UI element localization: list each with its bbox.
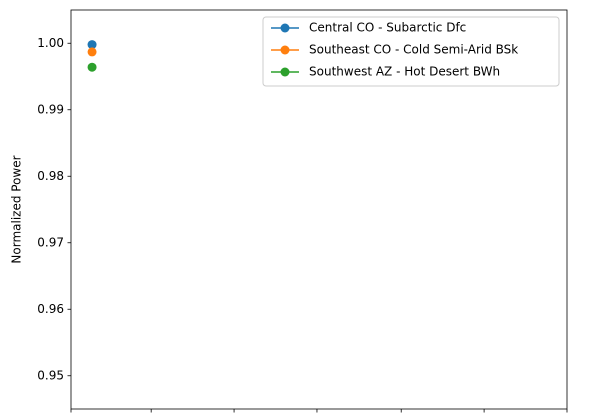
y-tick-label: 0.95 bbox=[37, 368, 64, 382]
legend-marker bbox=[280, 23, 290, 33]
data-point bbox=[87, 47, 97, 57]
legend-label: Southeast CO - Cold Semi-Arid BSk bbox=[309, 43, 518, 57]
data-point bbox=[87, 62, 97, 72]
legend-marker bbox=[280, 67, 290, 77]
data-point bbox=[87, 40, 97, 50]
y-tick-label: 0.97 bbox=[37, 235, 64, 249]
legend: Central CO - Subarctic Dfc Southeast CO -… bbox=[262, 16, 560, 87]
y-tick-label: 0.99 bbox=[37, 102, 64, 116]
y-tick-label: 1.00 bbox=[37, 36, 64, 50]
y-tick-label: 0.98 bbox=[37, 169, 64, 183]
legend-label: Southwest AZ - Hot Desert BWh bbox=[309, 65, 500, 79]
legend-box bbox=[262, 16, 560, 87]
plot-frame bbox=[70, 9, 568, 410]
y-axis-label: Normalized Power bbox=[10, 155, 24, 263]
legend-label: Central CO - Subarctic Dfc bbox=[309, 21, 466, 35]
legend-marker bbox=[280, 45, 290, 55]
y-tick-label: 0.96 bbox=[37, 302, 64, 316]
